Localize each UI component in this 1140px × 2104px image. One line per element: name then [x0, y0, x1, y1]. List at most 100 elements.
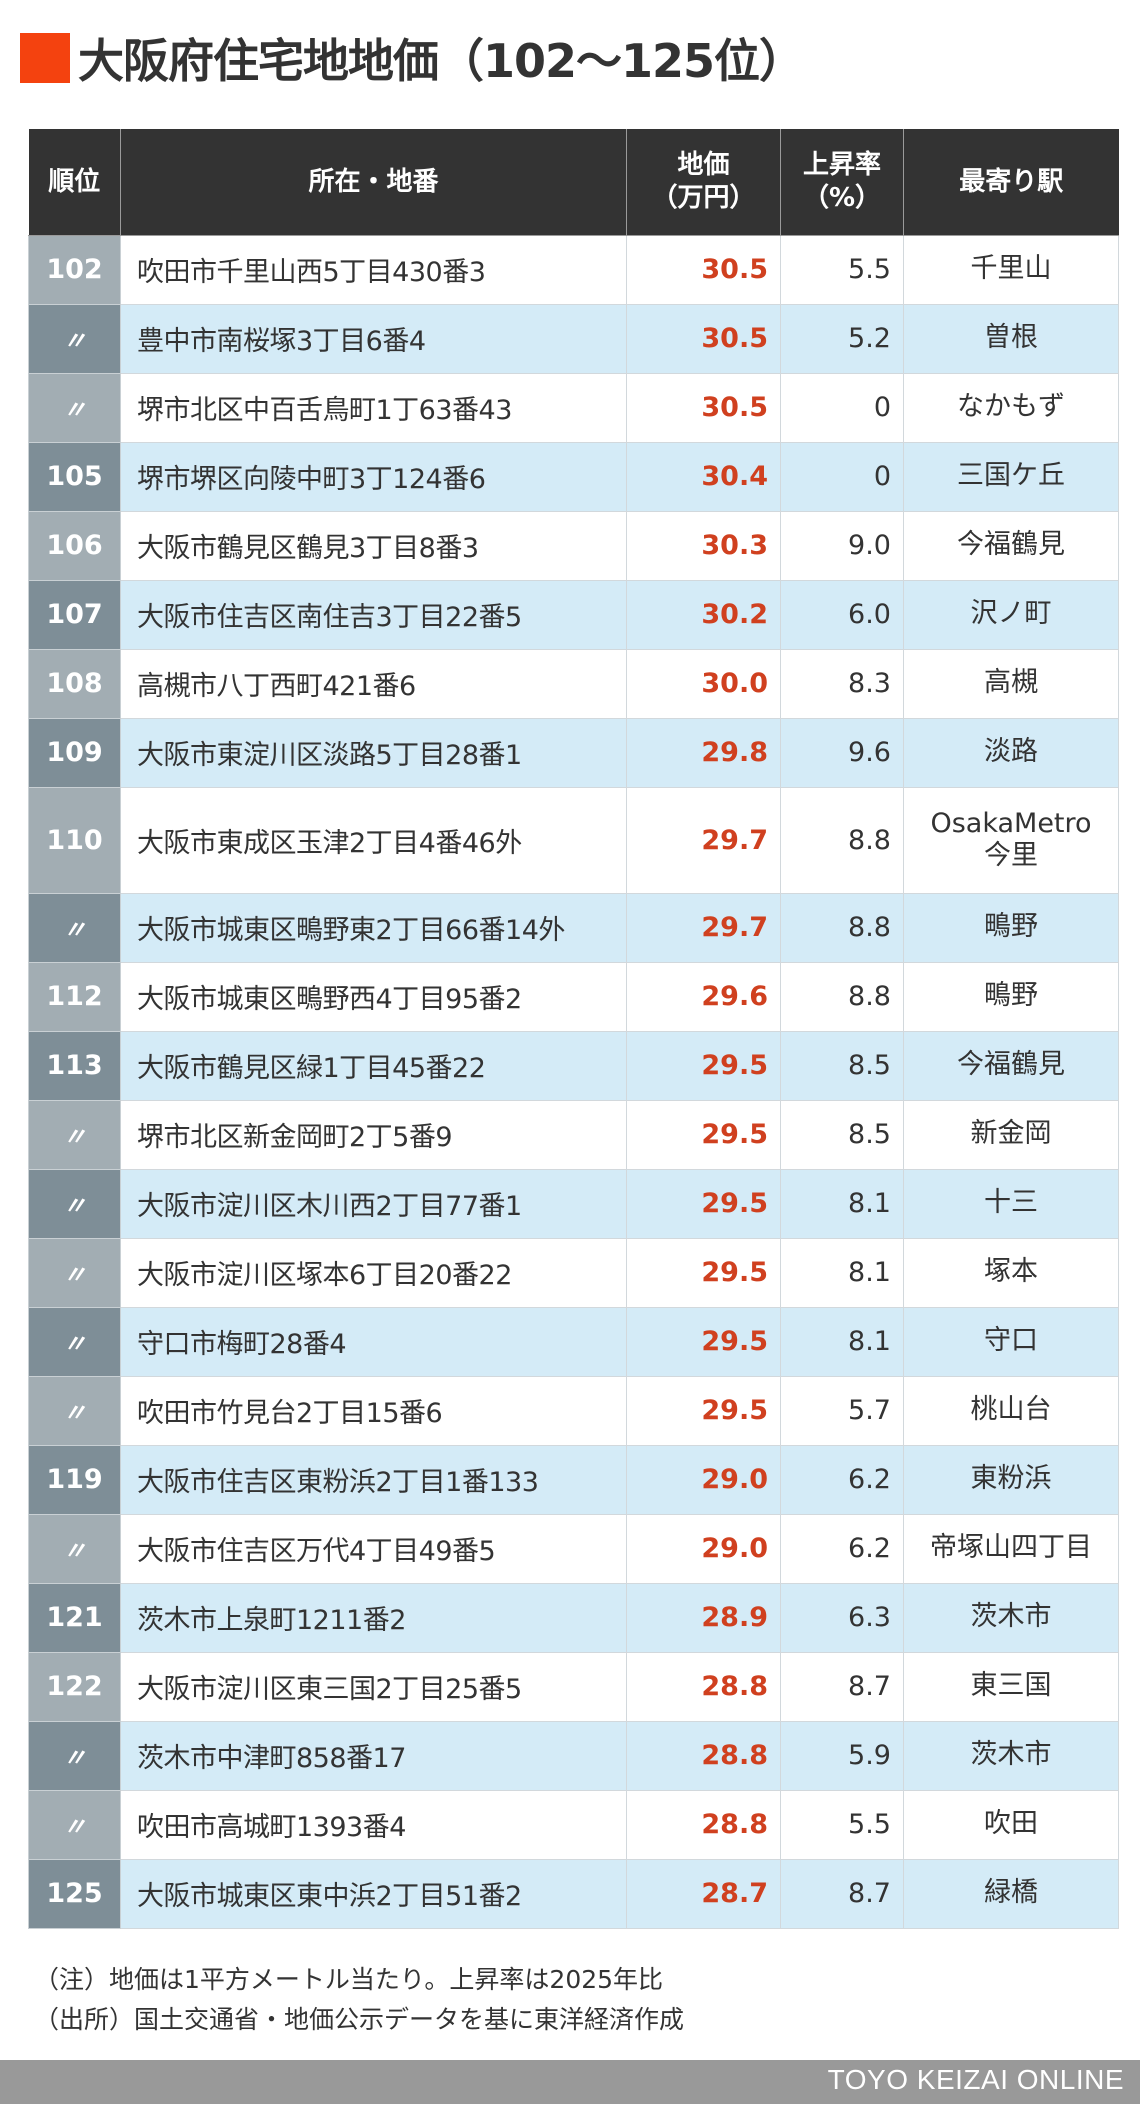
- table-row: 〃豊中市南桜塚3丁目6番4 30.5 5.2 曽根: [28, 303, 1119, 374]
- station-cell: 新金岡: [903, 1099, 1119, 1170]
- rate-cell: 8.1: [780, 1237, 904, 1308]
- price-cell: 28.9: [626, 1582, 781, 1653]
- station-line-2: 今里: [984, 840, 1038, 871]
- station-cell: 鴫野: [903, 961, 1119, 1032]
- rank-cell: 122: [28, 1651, 121, 1722]
- station-cell: 塚本: [903, 1237, 1119, 1308]
- header-station: 最寄り駅: [903, 129, 1119, 236]
- address-cell: 大阪市住吉区万代4丁目49番5: [120, 1513, 627, 1584]
- address-cell: 大阪市鶴見区緑1丁目45番22: [120, 1030, 627, 1101]
- rank-cell: 125: [28, 1858, 121, 1929]
- address-cell: 堺市北区新金岡町2丁5番9: [120, 1099, 627, 1170]
- price-cell: 30.3: [626, 510, 781, 581]
- table-row: 119 大阪市住吉区東粉浜2丁目1番133 29.0 6.2 東粉浜: [28, 1444, 1119, 1515]
- rank-cell: 110: [28, 786, 121, 894]
- rank-cell: 105: [28, 441, 121, 512]
- address-cell: 堺市堺区向陵中町3丁124番6: [120, 441, 627, 512]
- rate-cell: 8.8: [780, 961, 904, 1032]
- price-cell: 30.2: [626, 579, 781, 650]
- rate-cell: 8.1: [780, 1168, 904, 1239]
- rank-cell: 121: [28, 1582, 121, 1653]
- address-cell: 大阪市城東区東中浜2丁目51番2: [120, 1858, 627, 1929]
- address-cell: 大阪市東成区玉津2丁目4番46外: [120, 786, 627, 894]
- price-cell: 29.0: [626, 1444, 781, 1515]
- header-address: 所在・地番: [120, 129, 627, 236]
- title-accent-square-icon: [20, 33, 70, 83]
- price-cell: 29.0: [626, 1513, 781, 1584]
- rate-cell: 5.5: [780, 234, 904, 305]
- header-price: 地価 （万円）: [626, 129, 781, 236]
- brand-logo-text: TOYO KEIZAI ONLINE: [827, 2064, 1124, 2095]
- address-cell: 大阪市住吉区南住吉3丁目22番5: [120, 579, 627, 650]
- price-cell: 29.5: [626, 1375, 781, 1446]
- rank-cell: 〃: [28, 303, 121, 374]
- header-price-label: 地価: [677, 150, 730, 181]
- table-row: 125 大阪市城東区東中浜2丁目51番2 28.7 8.7 緑橋: [28, 1858, 1119, 1929]
- rate-cell: 5.9: [780, 1720, 904, 1791]
- rank-cell: 119: [28, 1444, 121, 1515]
- address-cell: 茨木市上泉町1211番2: [120, 1582, 627, 1653]
- address-cell: 吹田市千里山西5丁目430番3: [120, 234, 627, 305]
- header-rate-unit: （%）: [802, 182, 882, 213]
- price-cell: 29.5: [626, 1237, 781, 1308]
- address-cell: 大阪市城東区鴫野西4丁目95番2: [120, 961, 627, 1032]
- table-row: 〃茨木市中津町858番17 28.8 5.9 茨木市: [28, 1720, 1119, 1791]
- price-cell: 29.5: [626, 1306, 781, 1377]
- price-cell: 28.8: [626, 1789, 781, 1860]
- rank-cell: 107: [28, 579, 121, 650]
- table-row: 〃吹田市高城町1393番4 28.8 5.5 吹田: [28, 1789, 1119, 1860]
- rank-cell: 〃: [28, 1099, 121, 1170]
- rank-cell: 113: [28, 1030, 121, 1101]
- station-cell: 淡路: [903, 717, 1119, 788]
- table-row: 106 大阪市鶴見区鶴見3丁目8番3 30.3 9.0 今福鶴見: [28, 510, 1119, 581]
- table-row: 〃吹田市竹見台2丁目15番6 29.5 5.7 桃山台: [28, 1375, 1119, 1446]
- table-row: 112 大阪市城東区鴫野西4丁目95番2 29.6 8.8 鴫野: [28, 961, 1119, 1032]
- station-cell: 緑橋: [903, 1858, 1119, 1929]
- address-cell: 大阪市淀川区塚本6丁目20番22: [120, 1237, 627, 1308]
- rank-cell: 108: [28, 648, 121, 719]
- address-cell: 豊中市南桜塚3丁目6番4: [120, 303, 627, 374]
- rate-cell: 0: [780, 441, 904, 512]
- price-cell: 30.5: [626, 234, 781, 305]
- rank-cell: 〃: [28, 1789, 121, 1860]
- rate-cell: 6.2: [780, 1444, 904, 1515]
- rate-cell: 5.2: [780, 303, 904, 374]
- rank-cell: 109: [28, 717, 121, 788]
- price-cell: 29.5: [626, 1099, 781, 1170]
- station-cell: 帝塚山四丁目: [903, 1513, 1119, 1584]
- rate-cell: 6.0: [780, 579, 904, 650]
- rank-cell: 〃: [28, 1306, 121, 1377]
- address-cell: 吹田市竹見台2丁目15番6: [120, 1375, 627, 1446]
- rank-cell: 106: [28, 510, 121, 581]
- rate-cell: 5.7: [780, 1375, 904, 1446]
- rate-cell: 6.2: [780, 1513, 904, 1584]
- rate-cell: 8.8: [780, 786, 904, 894]
- rate-cell: 9.6: [780, 717, 904, 788]
- station-cell: 今福鶴見: [903, 510, 1119, 581]
- address-cell: 大阪市住吉区東粉浜2丁目1番133: [120, 1444, 627, 1515]
- table-row: 121 茨木市上泉町1211番2 28.9 6.3 茨木市: [28, 1582, 1119, 1653]
- table-row: 〃大阪市淀川区木川西2丁目77番1 29.5 8.1 十三: [28, 1168, 1119, 1239]
- price-cell: 28.8: [626, 1720, 781, 1791]
- station-cell: 桃山台: [903, 1375, 1119, 1446]
- address-cell: 大阪市鶴見区鶴見3丁目8番3: [120, 510, 627, 581]
- rank-cell: 〃: [28, 892, 121, 963]
- rank-cell: 〃: [28, 1720, 121, 1791]
- header-rate-label: 上昇率: [802, 150, 881, 181]
- table-row: 〃堺市北区中百舌鳥町1丁63番43 30.5 0 なかもず: [28, 372, 1119, 443]
- price-cell: 29.5: [626, 1168, 781, 1239]
- address-cell: 大阪市淀川区木川西2丁目77番1: [120, 1168, 627, 1239]
- price-cell: 29.8: [626, 717, 781, 788]
- footer-bar: TOYO KEIZAI ONLINE: [0, 2060, 1140, 2104]
- rank-cell: 〃: [28, 1513, 121, 1584]
- address-cell: 大阪市淀川区東三国2丁目25番5: [120, 1651, 627, 1722]
- station-cell: なかもず: [903, 372, 1119, 443]
- land-price-ranking-table: 順位 所在・地番 地価 （万円） 上昇率 （%） 最寄り駅 102 吹田市千里山西…: [28, 129, 1119, 1929]
- table-row: 113 大阪市鶴見区緑1丁目45番22 29.5 8.5 今福鶴見: [28, 1030, 1119, 1101]
- station-cell: 千里山: [903, 234, 1119, 305]
- table-row: 122 大阪市淀川区東三国2丁目25番5 28.8 8.7 東三国: [28, 1651, 1119, 1722]
- station-cell: 沢ノ町: [903, 579, 1119, 650]
- station-cell: 高槻: [903, 648, 1119, 719]
- table-row: 105 堺市堺区向陵中町3丁124番6 30.4 0 三国ケ丘: [28, 441, 1119, 512]
- rank-cell: 〃: [28, 372, 121, 443]
